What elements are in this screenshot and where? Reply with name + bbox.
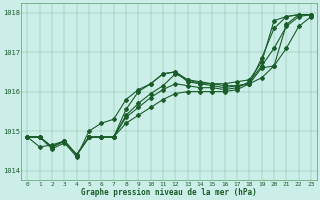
X-axis label: Graphe pression niveau de la mer (hPa): Graphe pression niveau de la mer (hPa) [81,188,257,197]
